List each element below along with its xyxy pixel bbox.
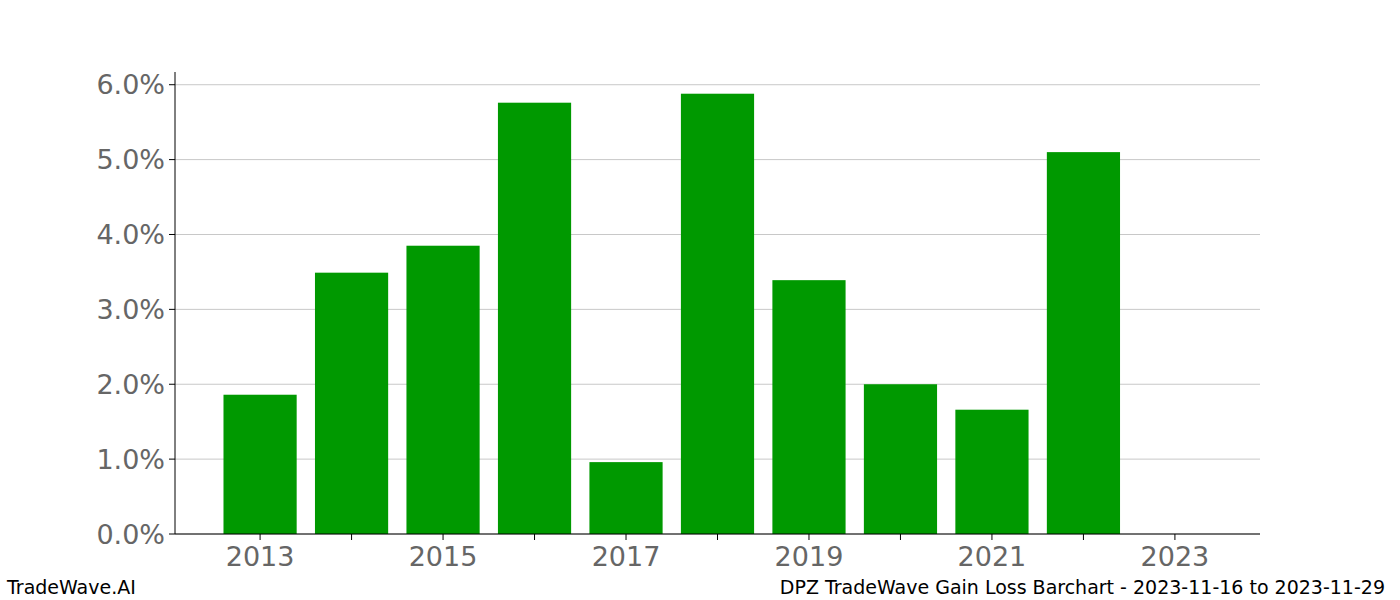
x-tick bbox=[443, 534, 444, 540]
chart-svg: 0.0% 1.0% 2.0% 3.0% 4.0% 5.0% 6.0% 2013 2015 2017… bbox=[0, 0, 1400, 600]
bar bbox=[589, 462, 662, 534]
grid-line bbox=[175, 534, 1260, 535]
x-tick-label: 2017 bbox=[592, 541, 661, 572]
y-tick bbox=[169, 459, 175, 460]
x-tick bbox=[717, 534, 718, 540]
y-tick-label: 0.0% bbox=[96, 519, 165, 550]
y-tick-label: 6.0% bbox=[96, 69, 165, 100]
y-tick bbox=[169, 309, 175, 310]
x-tick bbox=[1174, 534, 1175, 540]
y-tick bbox=[169, 234, 175, 235]
y-tick bbox=[169, 84, 175, 85]
y-tick-label: 2.0% bbox=[96, 369, 165, 400]
annotation: TradeWave.AI bbox=[6, 576, 136, 598]
y-tick-label: 5.0% bbox=[96, 144, 165, 175]
x-tick bbox=[534, 534, 535, 540]
bar bbox=[955, 410, 1028, 534]
bars bbox=[223, 94, 1120, 534]
x-tick bbox=[1083, 534, 1084, 540]
bar bbox=[772, 280, 845, 534]
bar bbox=[406, 246, 479, 534]
bar bbox=[864, 384, 937, 534]
bar bbox=[498, 103, 571, 534]
x-tick bbox=[260, 534, 261, 540]
y-tick-label: 4.0% bbox=[96, 219, 165, 250]
x-tick-label: 2019 bbox=[775, 541, 844, 572]
grid-line bbox=[175, 84, 1260, 85]
x-tick-label: 2021 bbox=[958, 541, 1027, 572]
bar bbox=[223, 395, 296, 534]
x-tick bbox=[351, 534, 352, 540]
y-tick bbox=[169, 534, 175, 535]
x-tick bbox=[808, 534, 809, 540]
x-tick-label: 2013 bbox=[226, 541, 295, 572]
x-tick bbox=[626, 534, 627, 540]
y-axis-line bbox=[175, 72, 176, 534]
y-tick bbox=[169, 159, 175, 160]
x-axis-line bbox=[175, 534, 1260, 535]
x-tick bbox=[900, 534, 901, 540]
y-tick bbox=[169, 384, 175, 385]
y-tick-label: 3.0% bbox=[96, 294, 165, 325]
chart-title: DPZ TradeWave Gain Loss Barchart - 2023-… bbox=[780, 576, 1385, 598]
bar bbox=[681, 94, 754, 534]
chart-container: 0.0% 1.0% 2.0% 3.0% 4.0% 5.0% 6.0% 2013 2015 2017… bbox=[0, 0, 1400, 600]
y-tick-label: 1.0% bbox=[96, 444, 165, 475]
grid bbox=[175, 85, 1260, 534]
bar bbox=[315, 273, 388, 534]
x-tick bbox=[991, 534, 992, 540]
bar bbox=[1047, 152, 1120, 534]
x-tick-label: 2015 bbox=[409, 541, 478, 572]
x-tick-label: 2023 bbox=[1141, 541, 1210, 572]
